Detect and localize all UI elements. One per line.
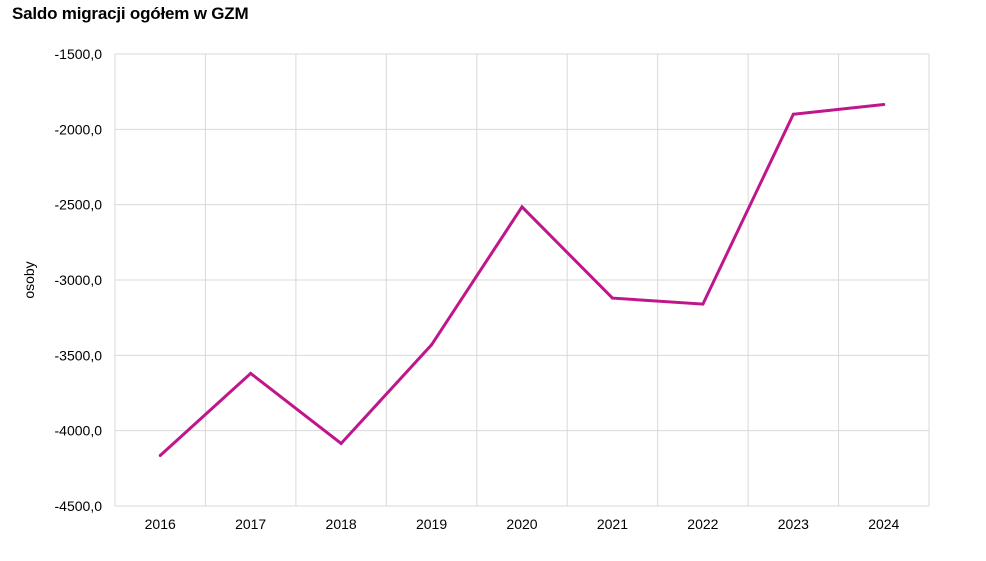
- y-tick-label: -3500,0: [55, 347, 103, 363]
- y-tick-label: -1500,0: [55, 46, 103, 62]
- data-point: [791, 112, 795, 116]
- x-tick-label: 2020: [506, 516, 537, 532]
- data-point: [610, 296, 614, 300]
- y-tick-label: -2000,0: [55, 121, 103, 137]
- x-tick-label: 2017: [235, 516, 266, 532]
- series-layer: [158, 102, 886, 458]
- data-point: [430, 343, 434, 347]
- data-point: [701, 302, 705, 306]
- y-tick-label: -3000,0: [55, 272, 103, 288]
- y-tick-label: -4500,0: [55, 498, 103, 514]
- x-tick-label: 2023: [778, 516, 809, 532]
- x-tick-label: 2018: [326, 516, 357, 532]
- data-point: [520, 205, 524, 209]
- y-axis-label: osoby: [21, 261, 37, 298]
- data-point: [249, 371, 253, 375]
- data-point: [158, 454, 162, 458]
- x-tick-label: 2021: [597, 516, 628, 532]
- chart-title: Saldo migracji ogółem w GZM: [12, 4, 249, 23]
- data-point: [339, 441, 343, 445]
- x-tick-labels: 2016 2017 2018 2019 2020 2021 2022 2023 2024: [145, 516, 900, 532]
- x-tick-label: 2016: [145, 516, 176, 532]
- data-point: [882, 102, 886, 106]
- x-tick-label: 2024: [868, 516, 899, 532]
- grid-lines: [114, 53, 930, 507]
- x-tick-label: 2022: [687, 516, 718, 532]
- y-tick-label: -2500,0: [55, 197, 103, 213]
- y-tick-labels: -1500,0 -2000,0 -2500,0 -3000,0 -3500,0 -4000…: [55, 46, 103, 514]
- y-tick-label: -4000,0: [55, 423, 103, 439]
- x-tick-label: 2019: [416, 516, 447, 532]
